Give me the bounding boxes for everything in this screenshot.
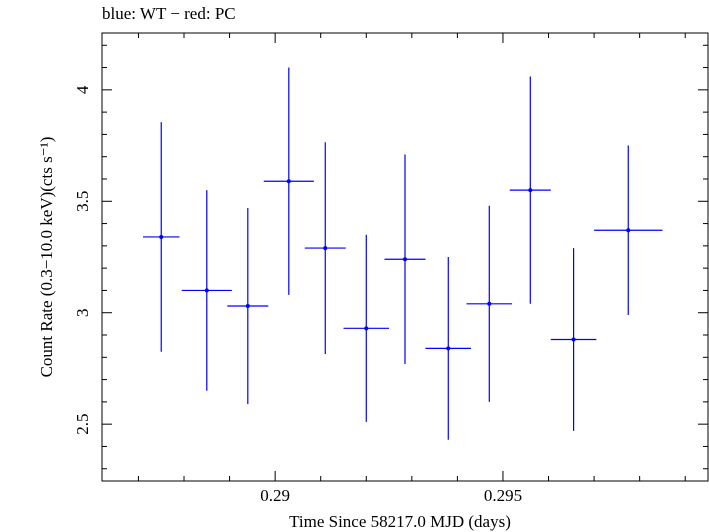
data-point (425, 257, 472, 440)
data-point (343, 234, 390, 422)
chart-title: blue: WT − red: PC (102, 4, 236, 23)
data-point (227, 207, 269, 405)
point-marker (364, 326, 369, 331)
data-point (550, 248, 597, 431)
point-marker (159, 234, 164, 239)
data-point (181, 190, 232, 391)
point-marker (487, 301, 492, 306)
y-axis-label: Count Rate (0.3−10.0 keV)(cts s⁻¹) (37, 137, 56, 378)
point-marker (323, 246, 328, 251)
point-marker (286, 179, 291, 184)
y-tick-label: 3.5 (73, 191, 92, 212)
data-point (466, 205, 513, 402)
point-marker (403, 257, 407, 262)
x-tick-label: 0.295 (484, 486, 522, 505)
data-point (594, 145, 663, 315)
data-point (304, 142, 346, 354)
y-tick-label: 4 (73, 85, 92, 94)
x-axis-label: Time Since 58217.0 MJD (days) (289, 512, 511, 531)
point-marker (446, 346, 451, 351)
axis-ticks (102, 33, 708, 481)
point-marker (528, 188, 533, 193)
point-marker (571, 337, 576, 342)
data-point (143, 122, 180, 352)
point-marker (626, 228, 631, 233)
tick-labels: 0.29 0.295 2.5 3 3.5 4 (73, 85, 522, 505)
y-tick-label: 2.5 (73, 414, 92, 435)
x-tick-label: 0.29 (260, 486, 290, 505)
point-marker (245, 304, 250, 309)
data-point (509, 76, 551, 304)
point-marker (204, 288, 209, 293)
data-point (263, 67, 314, 295)
data-points (143, 67, 663, 440)
data-point (384, 154, 426, 364)
y-tick-label: 3 (73, 308, 92, 317)
plot-frame (101, 32, 709, 482)
